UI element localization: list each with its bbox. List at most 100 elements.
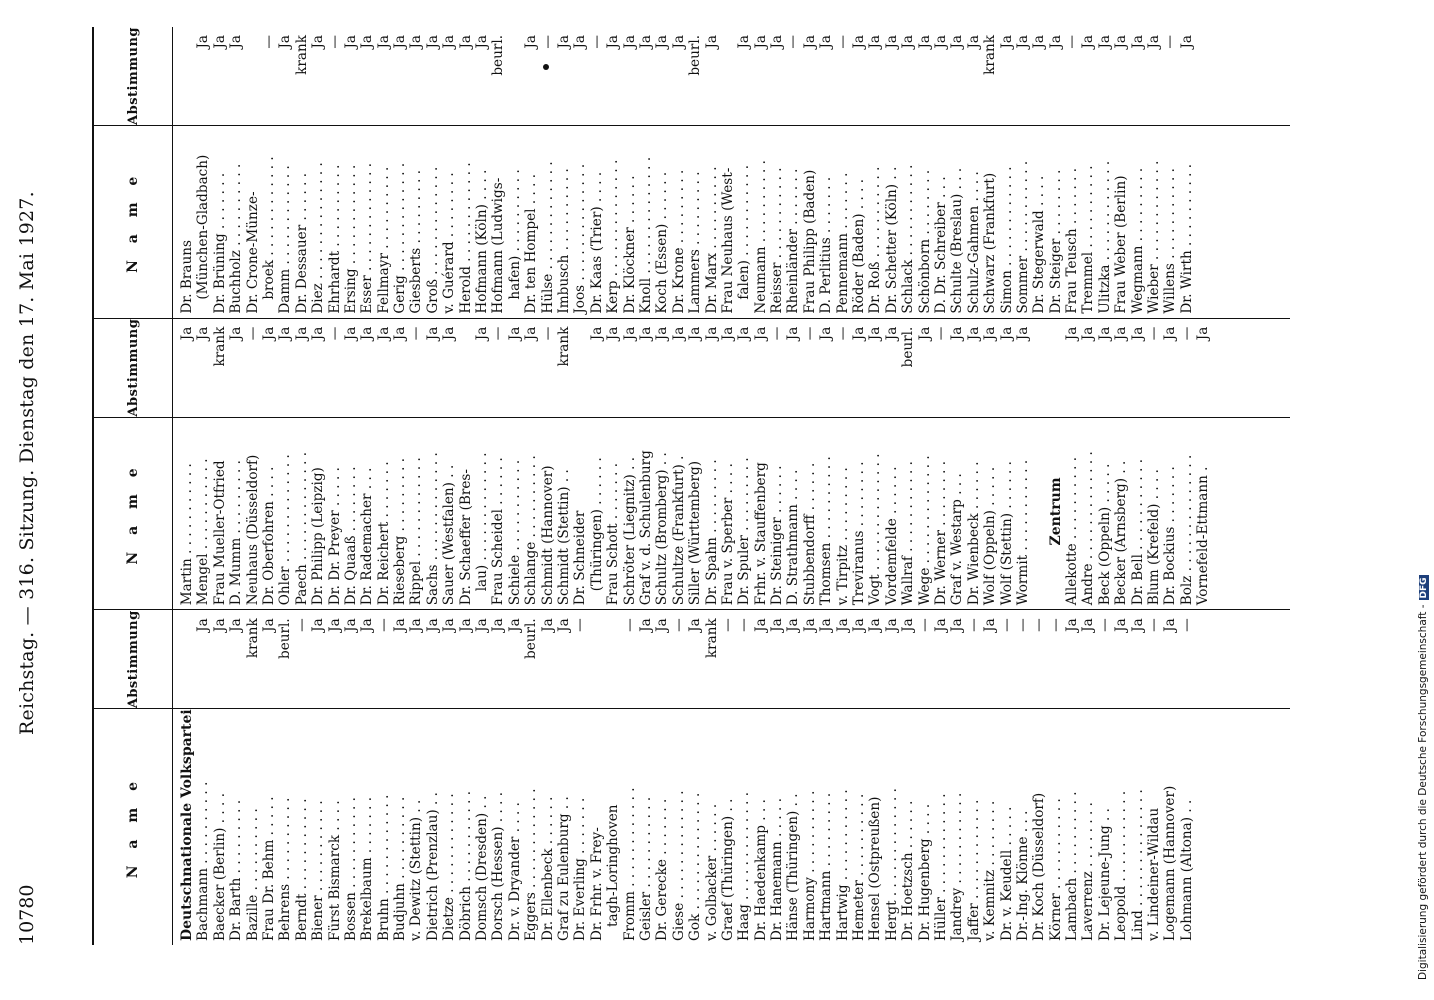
member-name: D. Strathmann . . . . [785,469,802,606]
member-name: Dr. Hanemann . . . . . [769,797,786,941]
member-name: Dr. Hugenberg . . . . [916,803,933,941]
vote-value: Ja [1113,326,1130,341]
vote-value: krank [555,326,572,367]
vote-value: — [736,618,753,632]
member-name: Fellmayr . . . . . . . . . . [375,166,392,314]
member-name: Hofmann (Ludwigs- [490,177,507,314]
vote-value: Ja [1195,326,1212,341]
member-name: Dr. Roß . . . . . . . . . . . [867,166,884,314]
vote-value: — [834,326,851,341]
member-name: Schlange . . . . . . . . . . [523,455,540,606]
vote-value: Ja [474,618,491,632]
name-column-header: N a m e [94,709,173,945]
member-name: Blum (Krefeld) . . . . [1146,468,1163,606]
vote-value [179,27,195,125]
member-name: Laverrenz . . . . . . . . [1080,802,1097,941]
vote-value: Ja [1162,326,1179,341]
member-name: Schultz (Bromberg) . . [654,452,671,606]
member-name: Dr. Dessauer . . . . . . [293,172,310,314]
member-name: Schwarz (Frankfurt) [982,172,999,314]
member-name: Gok . . . . . . . . . . . . . . [687,792,704,941]
member-name: Allekotte . . . . . . . . . . [1064,456,1081,606]
vote-value [507,27,523,125]
member-name: Giesberts . . . . . . . . . [408,169,425,314]
member-name: v. Dewitz (Stettin) . . [408,799,425,941]
vote-value: Ja [900,618,917,632]
vote-value: Ja [801,618,818,632]
vote-value: — [932,326,949,341]
vote-column-header: Abstimmung [94,610,173,709]
vote-value: Ja [326,618,343,632]
vote-value: Ja [818,326,835,341]
digitization-note: Digitalisierung gefördert durch die Deut… [1417,575,1429,980]
vote-value: Ja [588,326,605,341]
vote-value: Ja [1014,326,1031,341]
member-name: Frau Teusch . . . . . . . [1064,167,1081,314]
vote-value: Ja [982,326,999,341]
vote-value: Ja [1080,326,1097,341]
vote-value: Ja [687,326,704,341]
vote-value: Ja [818,34,835,49]
member-name: Körner . . . . . . . . . . . [1047,798,1064,941]
vote-value: Ja [867,34,884,49]
member-name: Fürst Bismarck . . . . [326,800,343,941]
member-name: Dr. Marx . . . . . . . . . . [703,166,720,314]
member-name: Dr. Hoetzsch . . . . . . [900,800,917,941]
member-name: Dr. Schneider [572,510,589,606]
member-name: Dr. Werner . . . . . . . . [932,460,949,606]
member-name: Simon . . . . . . . . . . . . [998,166,1015,314]
vote-value [720,27,736,125]
member-name: Willens . . . . . . . . . . . [1162,168,1179,314]
vote-column: Abstimmung Ja Ja krank Ja — Ja Ja Ja Ja — Ja Ja Ja Ja… [94,318,1290,418]
name-list: Deutschnationale Volkspartei Bachmann . .… [173,709,1290,945]
vote-value: Ja [260,618,277,632]
member-name: Koch (Essen) . . . . . . [654,171,671,314]
member-name: Ehrhardt . . . . . . . . . . [326,164,343,314]
vote-value [245,27,261,125]
member-name: Damm . . . . . . . . . . . . [277,165,294,314]
vote-value: Ja [785,618,802,632]
vote-value: Ja [736,326,753,341]
vote-value: Ja [490,618,507,632]
member-name: v. Guérard . . . . . . . . [441,172,458,314]
member-name: Kerp . . . . . . . . . . . . . . [605,159,622,314]
member-name: Reisser . . . . . . . . . . . [769,167,786,314]
member-name: Buchholz . . . . . . . . . . [228,163,245,314]
dfg-logo: DFG [1419,575,1429,601]
vote-value: Ja [752,326,769,341]
vote-value: Ja [342,34,359,49]
vote-value: — [326,326,343,341]
vote-column-header: Abstimmung [94,26,173,125]
member-name: Dr. Steiniger . . . . . . [769,465,786,606]
member-name: D. Mumm . . . . . . . . . [228,460,245,606]
member-name: Hartmann . . . . . . . . . [818,792,835,941]
vote-value: — [1162,34,1179,49]
name-column-header: N a m e [94,125,173,318]
vote-value: Ja [1129,618,1146,632]
member-name: Mengel . . . . . . . . . . . [195,458,212,606]
member-name: Becker (Arnsberg) . . [1113,460,1130,606]
vote-value: Ja [621,326,638,341]
margin-dot [543,64,549,70]
vote-value [1048,319,1064,417]
member-name: Bazille . . . . . . . . . . [244,808,261,941]
vote-value: — [670,618,687,632]
vote-value: — [1178,618,1195,632]
vote-value: Ja [670,34,687,49]
vote-value: Ja [392,34,409,49]
vote-list: Ja Ja Ja — Ja krank Ja — Ja Ja Ja Ja Ja Ja Ja Ja Ja beurl… [173,27,1290,125]
vote-value: — [621,618,638,632]
vote-value: Ja [654,618,671,632]
vote-value: Ja [949,326,966,341]
vote-value: — [244,326,261,341]
vote-value: Ja [1080,34,1097,49]
vote-value: — [588,34,605,49]
member-name: Siller (Württemberg) [687,460,704,606]
vote-value: Ja [1178,34,1195,49]
vote-value: Ja [424,34,441,49]
vote-value: Ja [506,618,523,632]
vote-value: — [769,326,786,341]
member-name: Sachs . . . . . . . . . . . . . [424,452,441,606]
vote-value: Ja [703,326,720,341]
member-name: Ulitzka . . . . . . . . . . . . [1096,160,1113,314]
